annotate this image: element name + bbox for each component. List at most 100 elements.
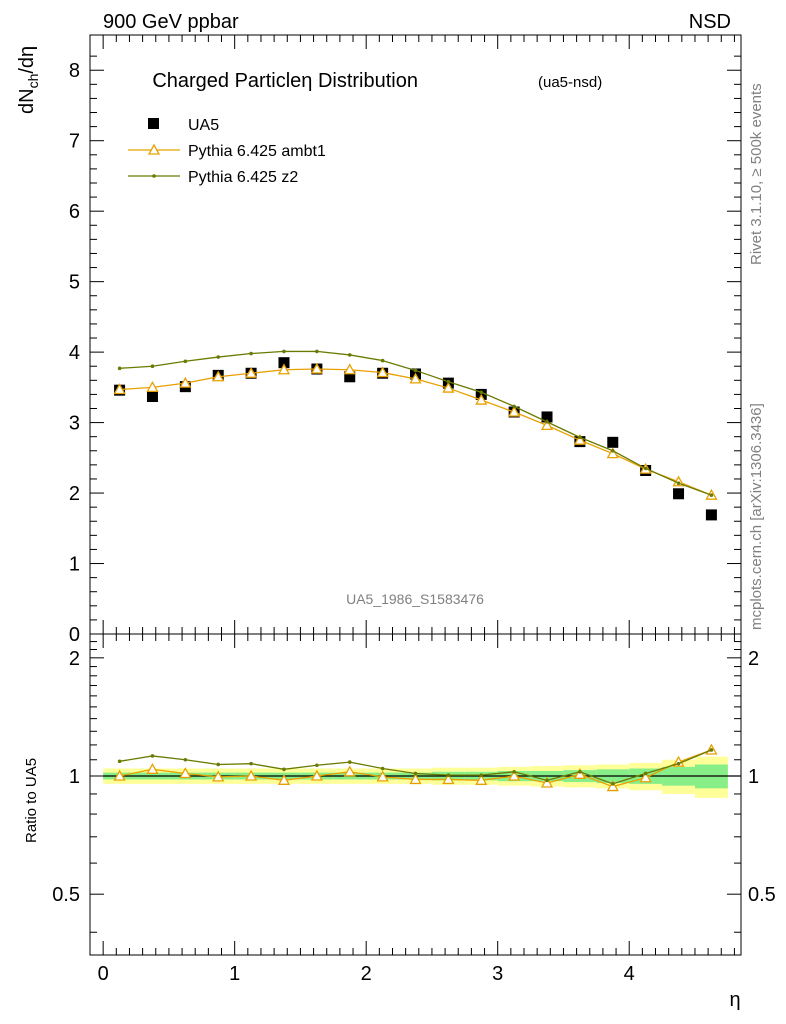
data-point-ua5 <box>278 357 290 369</box>
ratio-point-z2 <box>676 761 681 766</box>
legend-marker-z2 <box>152 174 156 178</box>
ratio-point-z2 <box>413 771 418 776</box>
data-point-z2 <box>183 359 188 364</box>
ratio-point-z2 <box>545 778 549 783</box>
data-point-ambt1 <box>343 363 356 375</box>
ratio-point-ambt1 <box>540 776 554 788</box>
main-y-tick-label: 6 <box>69 201 80 223</box>
data-point-ua5 <box>705 509 717 521</box>
data-point-ambt1 <box>179 376 192 388</box>
ratio-point-ambt1 <box>343 765 356 777</box>
data-point-ambt1 <box>310 362 323 374</box>
data-point-ambt1 <box>606 447 619 459</box>
ratio-point-ambt1 <box>606 780 619 792</box>
ratio-ylabel: Ratio to UA5 <box>23 758 40 843</box>
ratio-y-tick-label-right: 2 <box>748 648 759 670</box>
data-point-ambt1 <box>475 393 488 405</box>
data-point-ambt1 <box>508 405 521 417</box>
x-tick-label: 4 <box>624 963 635 985</box>
side-text-top: Rivet 3.1.10, ≥ 500k events <box>748 83 765 265</box>
ratio-point-ambt1 <box>409 773 422 785</box>
x-tick-label: 0 <box>98 963 109 985</box>
ratio-y-tick-label: 2 <box>69 648 80 670</box>
data-point-z2 <box>643 466 648 471</box>
ratio-point-ambt1 <box>442 773 455 785</box>
ratio-point-z2 <box>578 769 582 774</box>
ratio-point-z2 <box>117 759 122 764</box>
data-point-ua5 <box>607 436 619 448</box>
series-line <box>119 368 712 496</box>
data-point-ambt1 <box>245 366 258 378</box>
chart-title: Charged Particleη Distribution <box>152 70 418 92</box>
data-point-ua5 <box>146 391 158 403</box>
ratio-point-z2 <box>216 762 221 767</box>
header-right: NSD <box>689 11 731 33</box>
data-point-z2 <box>610 448 615 453</box>
main-y-tick-label: 7 <box>69 131 80 153</box>
ratio-y-tick-label: 1 <box>69 766 80 788</box>
ratio-point-ambt1 <box>475 773 488 785</box>
ratio-point-ambt1 <box>146 762 159 774</box>
data-point-ambt1 <box>277 363 291 375</box>
data-point-z2 <box>578 435 582 440</box>
data-point-ambt1 <box>442 381 455 393</box>
chart-subtitle: (ua5-nsd) <box>538 74 602 91</box>
ratio-point-ambt1 <box>639 771 652 783</box>
main-y-tick-label: 2 <box>69 483 80 505</box>
ratio-point-z2 <box>610 782 615 786</box>
ratio-point-z2 <box>315 763 319 768</box>
ratio-point-ambt1 <box>310 769 323 781</box>
data-point-z2 <box>249 351 253 356</box>
ratio-point-ambt1 <box>179 767 192 779</box>
data-point-ua5 <box>673 488 685 500</box>
x-tick-label: 1 <box>229 963 240 985</box>
ratio-frame <box>89 633 742 956</box>
ratio-point-ambt1 <box>277 773 291 785</box>
ratio-y-tick-label: 0.5 <box>52 884 80 906</box>
data-point-ambt1 <box>540 419 554 431</box>
data-point-ambt1 <box>212 370 225 382</box>
data-point-z2 <box>413 368 418 373</box>
ratio-point-ambt1 <box>508 769 521 781</box>
ratio-point-z2 <box>446 773 451 777</box>
legend: UA5 Pythia 6.425 ambt1 Pythia 6.425 z2 <box>128 117 326 186</box>
data-point-z2 <box>479 390 484 395</box>
data-point-ambt1 <box>409 372 422 384</box>
ratio-point-z2 <box>643 771 648 776</box>
data-point-z2 <box>282 349 286 354</box>
ratio-y-tick-label-right: 1 <box>748 766 759 788</box>
data-point-ambt1 <box>573 433 586 445</box>
legend-label: UA5 <box>188 117 219 134</box>
data-point-z2 <box>117 366 122 371</box>
ratio-point-z2 <box>347 760 352 764</box>
data-point-z2 <box>676 481 681 485</box>
main-y-tick-label: 5 <box>69 272 80 294</box>
ratio-point-z2 <box>709 748 714 752</box>
data-point-ua5 <box>344 371 356 383</box>
data-point-z2 <box>380 358 385 363</box>
data-point-z2 <box>512 404 516 409</box>
main-ylabel: dNch/dη <box>16 46 41 114</box>
main-y-tick-label: 8 <box>69 60 80 82</box>
ratio-point-ambt1 <box>573 767 586 779</box>
ratio-point-ambt1 <box>376 770 389 782</box>
main-y-tick-label: 4 <box>69 342 80 364</box>
data-point-z2 <box>315 349 319 354</box>
ratio-point-ambt1 <box>113 769 126 781</box>
ratio-point-z2 <box>512 769 516 774</box>
ratio-point-ambt1 <box>212 770 225 782</box>
legend-marker-ambt1 <box>147 143 161 155</box>
data-point-ua5 <box>541 411 553 423</box>
data-point-z2 <box>150 364 155 369</box>
ratio-point-z2 <box>479 773 484 777</box>
data-point-z2 <box>446 379 451 384</box>
main-y-tick-label: 3 <box>69 413 80 435</box>
ratio-point-z2 <box>183 757 188 762</box>
data-point-ambt1 <box>113 383 126 395</box>
main-y-tick-label: 0 <box>69 624 80 646</box>
x-tick-label: 2 <box>361 963 372 985</box>
ratio-y-tick-label-right: 0.5 <box>748 884 776 906</box>
data-point-z2 <box>545 420 549 424</box>
x-axis-label: η <box>729 989 740 1011</box>
